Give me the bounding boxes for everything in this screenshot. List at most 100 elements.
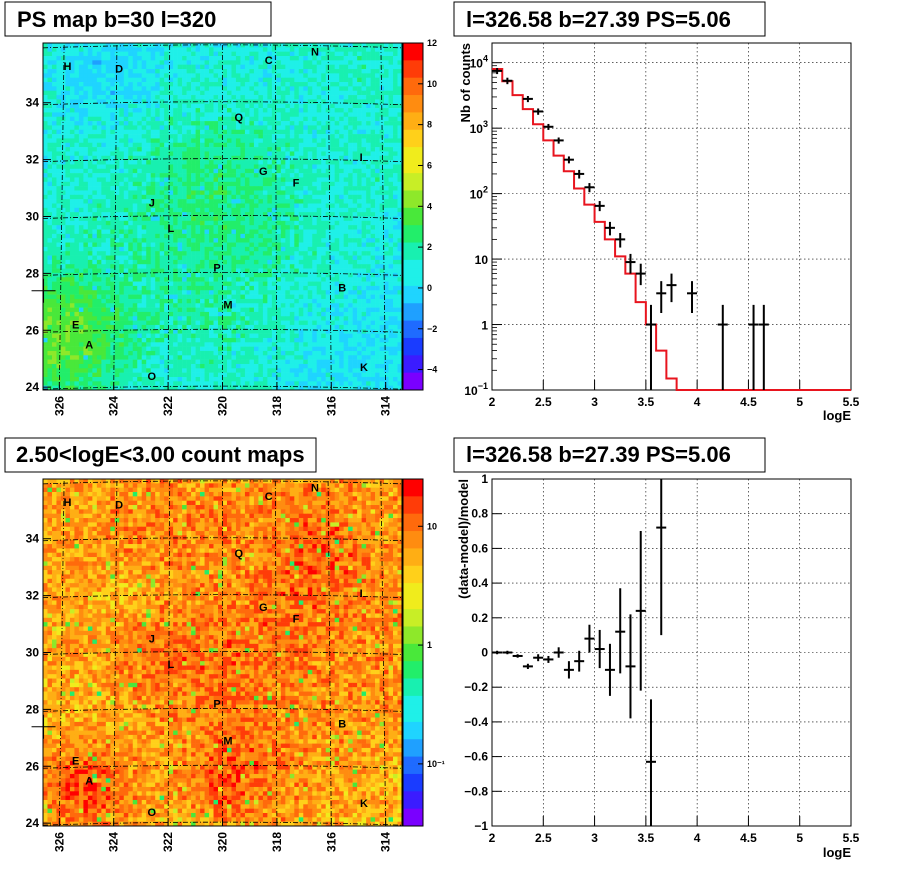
colorbar-step — [403, 104, 423, 113]
source-label-L: L — [167, 659, 174, 671]
y-tick-label: −0.4 — [464, 715, 488, 729]
colorbar-step — [403, 757, 423, 766]
x-tick-label: 3.5 — [638, 395, 655, 409]
colorbar-step — [403, 679, 423, 688]
x-tick-label: 318 — [270, 832, 284, 852]
colorbar-step — [403, 505, 423, 514]
source-label-G: G — [259, 602, 268, 614]
colorbar-step — [403, 687, 423, 696]
colorbar-step — [403, 705, 423, 714]
x-axis-title: logE — [823, 408, 851, 423]
source-label-F: F — [293, 177, 300, 189]
x-tick-label: 314 — [379, 832, 393, 852]
colorbar-step — [403, 609, 423, 618]
colorbar-step — [403, 731, 423, 740]
source-label-G: G — [259, 166, 268, 178]
colorbar-step — [403, 225, 423, 234]
x-tick-label: 316 — [324, 396, 338, 416]
y-tick-label: −1 — [474, 819, 488, 833]
colorbar-step — [403, 479, 423, 488]
x-tick-label: 324 — [107, 396, 121, 416]
x-tick-label: 326 — [52, 396, 66, 416]
source-label-C: C — [265, 491, 273, 503]
colorbar-step — [403, 566, 423, 575]
colorbar-step — [403, 670, 423, 679]
y-tick-label: 26 — [26, 759, 40, 773]
colorbar-step — [403, 147, 423, 156]
x-tick-label: 3.5 — [638, 831, 655, 845]
colorbar-step — [403, 234, 423, 243]
colorbar-tick-label: 1 — [427, 640, 432, 650]
source-label-O: O — [148, 807, 157, 819]
colorbar-tick-label: 6 — [427, 160, 432, 170]
x-tick-label: 5 — [796, 395, 803, 409]
colorbar-step — [403, 488, 423, 497]
source-label-J: J — [149, 197, 155, 209]
colorbar-step — [403, 190, 423, 199]
colorbar-step — [403, 208, 423, 217]
x-tick-label: 5.5 — [843, 831, 860, 845]
x-tick-label: 322 — [161, 396, 175, 416]
colorbar-step — [403, 600, 423, 609]
source-label-F: F — [293, 613, 300, 625]
source-label-O: O — [148, 371, 157, 383]
y-tick-label: 26 — [26, 323, 40, 337]
y-tick-label: 0.4 — [471, 576, 488, 590]
colorbar-step — [403, 739, 423, 748]
x-tick-label: 2.5 — [535, 831, 552, 845]
x-tick-label: 4 — [694, 395, 701, 409]
source-label-E: E — [72, 756, 79, 768]
residual-grid — [492, 479, 851, 826]
source-label-M: M — [223, 300, 232, 312]
y-tick-label: 1 — [481, 319, 488, 333]
x-tick-label: 4 — [694, 831, 701, 845]
colorbar-tick-label: 0 — [427, 283, 432, 293]
ps-map-title-text: PS map b=30 l=320 — [17, 7, 216, 32]
model-histogram — [492, 69, 851, 390]
x-tick-label: 320 — [216, 396, 230, 416]
colorbar-step — [403, 260, 423, 269]
colorbar-step — [403, 765, 423, 774]
y-tick-label: 30 — [26, 210, 40, 224]
y-tick-label: 34 — [26, 532, 40, 546]
y-tick-label: 0.6 — [471, 541, 488, 555]
colorbar-step — [403, 199, 423, 208]
colorbar-step — [403, 329, 423, 338]
y-tick-label: 102 — [470, 185, 488, 202]
colorbar-step — [403, 251, 423, 260]
colorbar-tick-label: 4 — [427, 201, 432, 211]
colorbar-step — [403, 783, 423, 792]
colorbar-step — [403, 156, 423, 165]
colorbar-step — [403, 548, 423, 557]
spectrum-title-text: l=326.58 b=27.39 PS=5.06 — [466, 7, 731, 32]
x-tick-label: 316 — [324, 832, 338, 852]
x-tick-label: 5 — [796, 831, 803, 845]
count-map-title: 2.50<logE<3.00 count maps — [5, 438, 316, 472]
x-axis-title: logE — [823, 845, 851, 860]
colorbar-step — [403, 531, 423, 540]
colorbar-step — [403, 312, 423, 321]
y-tick-label: 0.2 — [471, 611, 488, 625]
source-label-M: M — [223, 736, 232, 748]
y-axis-title: (data-model)/model — [456, 479, 471, 599]
colorbar-step — [403, 303, 423, 312]
colorbar-step — [403, 661, 423, 670]
colorbar-step — [403, 121, 423, 130]
source-label-B: B — [338, 283, 346, 295]
source-label-J: J — [149, 633, 155, 645]
source-label-B: B — [338, 719, 346, 731]
y-tick-label: −0.2 — [464, 680, 488, 694]
y-tick-label: 34 — [26, 96, 40, 110]
colorbar-step — [403, 592, 423, 601]
colorbar-step — [403, 364, 423, 373]
source-label-H: H — [64, 497, 72, 509]
source-label-H: H — [64, 61, 72, 73]
x-tick-label: 2 — [489, 831, 496, 845]
y-tick-label: 32 — [26, 589, 40, 603]
source-label-I: I — [360, 588, 363, 600]
y-tick-label: 24 — [26, 816, 40, 830]
source-label-Q: Q — [235, 548, 244, 560]
